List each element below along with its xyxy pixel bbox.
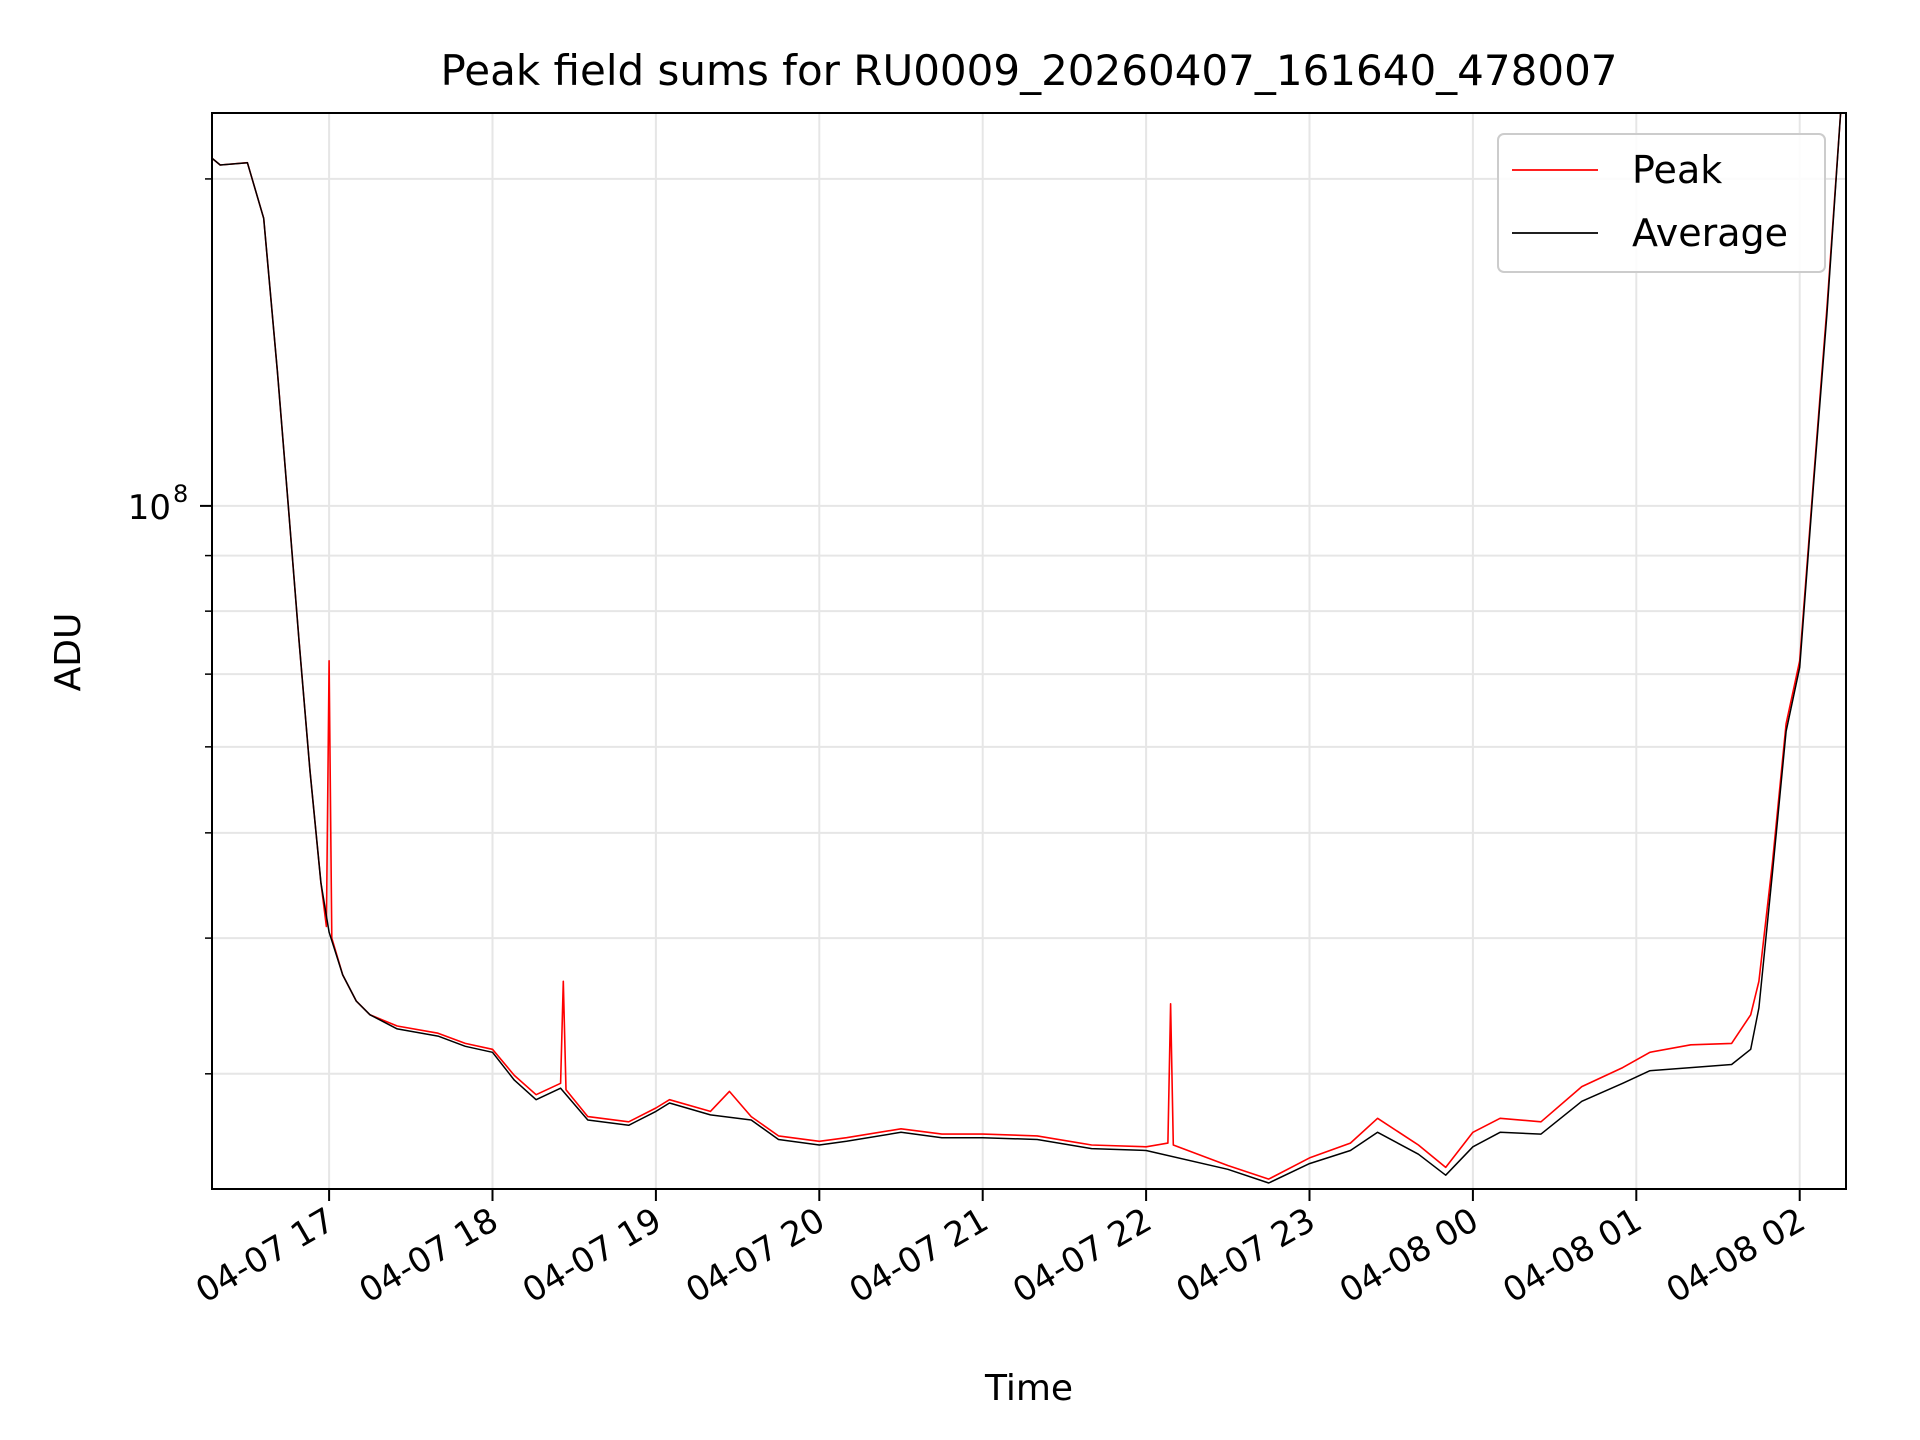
chart-title: Peak field sums for RU0009_20260407_1616…	[440, 46, 1617, 95]
series-line-average	[211, 112, 1842, 1184]
y-tick-label-base: 10	[128, 488, 171, 528]
series-line-peak	[211, 112, 1842, 1180]
y-tick-label: 10 8	[128, 480, 189, 528]
plot-frame	[211, 112, 1847, 1190]
y-axis-label: ADU	[48, 613, 89, 692]
legend: Peak Average	[1497, 133, 1826, 273]
legend-peak-label: Peak	[1632, 148, 1722, 192]
y-axis: 10 8	[128, 178, 212, 1075]
series-layer	[211, 112, 1842, 1184]
y-tick-label-exponent: 8	[173, 480, 188, 508]
x-axis-label: Time	[984, 1368, 1073, 1409]
legend-box	[1497, 133, 1826, 273]
legend-average-label: Average	[1632, 211, 1788, 255]
